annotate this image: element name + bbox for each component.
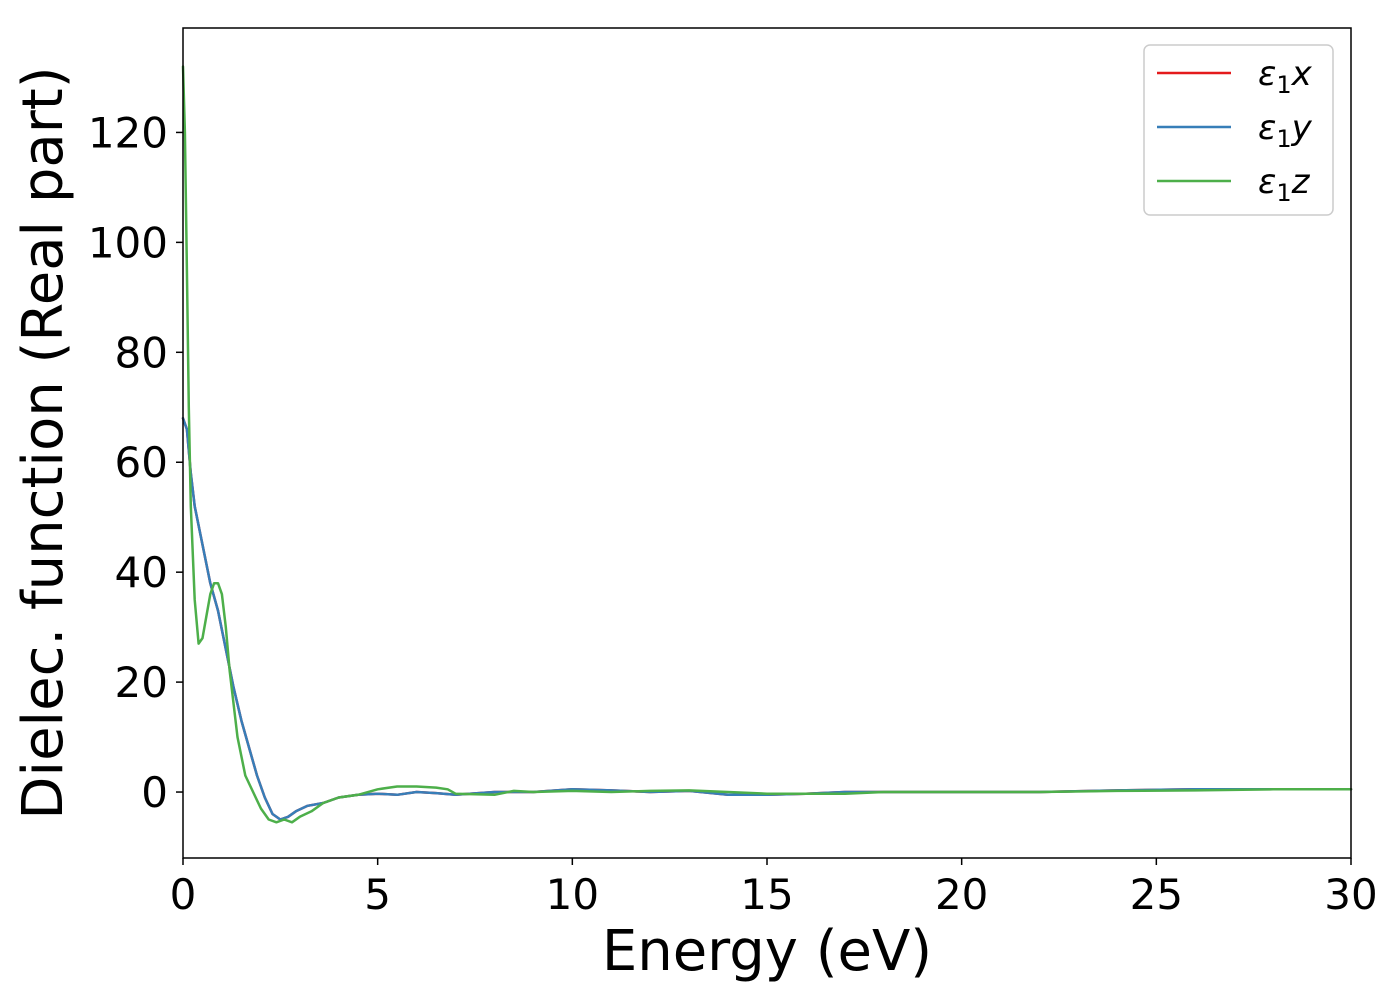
y-tick-label: 20 [115, 658, 168, 707]
legend-label-var: y [1291, 108, 1313, 148]
series-layer [181, 65, 1353, 824]
x-tick-label: 15 [740, 870, 793, 919]
legend-label-y: ε1y [1258, 108, 1313, 153]
legend-label-sub: 1 [1276, 71, 1291, 99]
legend-label-base: ε [1258, 54, 1276, 94]
y-tick-label: 120 [88, 108, 168, 157]
legend-label-sub: 1 [1276, 125, 1291, 153]
y-tick-label: 80 [115, 328, 168, 377]
x-tick-label: 20 [935, 870, 988, 919]
legend-label-var: x [1291, 54, 1313, 94]
x-tick-label: 25 [1130, 870, 1183, 919]
legend-label-base: ε [1258, 108, 1276, 148]
legend-label-var: z [1291, 162, 1311, 202]
x-axis-title: Energy (eV) [602, 919, 932, 984]
y-tick-label: 100 [88, 218, 168, 267]
series-line-y [181, 417, 1353, 821]
y-tick-label: 0 [141, 768, 168, 817]
legend-label-base: ε [1258, 162, 1276, 202]
y-axis-title: Dielec. function (Real part) [11, 66, 76, 819]
x-tick-label: 10 [546, 870, 599, 919]
legend-box [1143, 44, 1334, 216]
x-tick-label: 0 [170, 870, 197, 919]
y-axis: 0 20 40 60 80 100 120 [88, 108, 183, 817]
x-tick-label: 5 [364, 870, 391, 919]
x-tick-label: 30 [1324, 870, 1377, 919]
y-tick-label: 40 [115, 548, 168, 597]
series-line-z [181, 65, 1353, 824]
legend-label-z: ε1z [1258, 162, 1311, 207]
x-axis: 0 5 10 15 20 25 30 [170, 858, 1378, 919]
y-tick-label: 60 [115, 438, 168, 487]
legend-label-sub: 1 [1276, 179, 1291, 207]
legend-label-x: ε1x [1258, 54, 1313, 99]
